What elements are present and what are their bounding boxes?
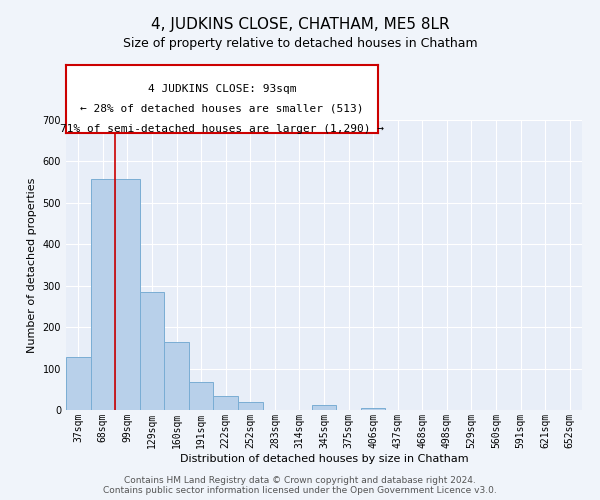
Y-axis label: Number of detached properties: Number of detached properties xyxy=(27,178,37,352)
X-axis label: Distribution of detached houses by size in Chatham: Distribution of detached houses by size … xyxy=(179,454,469,464)
Bar xyxy=(164,342,189,410)
Bar xyxy=(115,179,140,410)
Bar xyxy=(312,405,336,410)
Bar xyxy=(140,292,164,410)
Text: Size of property relative to detached houses in Chatham: Size of property relative to detached ho… xyxy=(122,38,478,51)
Bar xyxy=(66,357,91,410)
Bar xyxy=(189,382,214,410)
Text: ← 28% of detached houses are smaller (513): ← 28% of detached houses are smaller (51… xyxy=(80,104,364,114)
Bar xyxy=(238,402,263,410)
Bar xyxy=(91,179,115,410)
Text: Contains HM Land Registry data © Crown copyright and database right 2024.
Contai: Contains HM Land Registry data © Crown c… xyxy=(103,476,497,495)
Bar xyxy=(361,408,385,410)
Text: 4, JUDKINS CLOSE, CHATHAM, ME5 8LR: 4, JUDKINS CLOSE, CHATHAM, ME5 8LR xyxy=(151,18,449,32)
Text: 71% of semi-detached houses are larger (1,290) →: 71% of semi-detached houses are larger (… xyxy=(60,124,384,134)
Bar xyxy=(214,396,238,410)
Text: 4 JUDKINS CLOSE: 93sqm: 4 JUDKINS CLOSE: 93sqm xyxy=(148,84,296,94)
